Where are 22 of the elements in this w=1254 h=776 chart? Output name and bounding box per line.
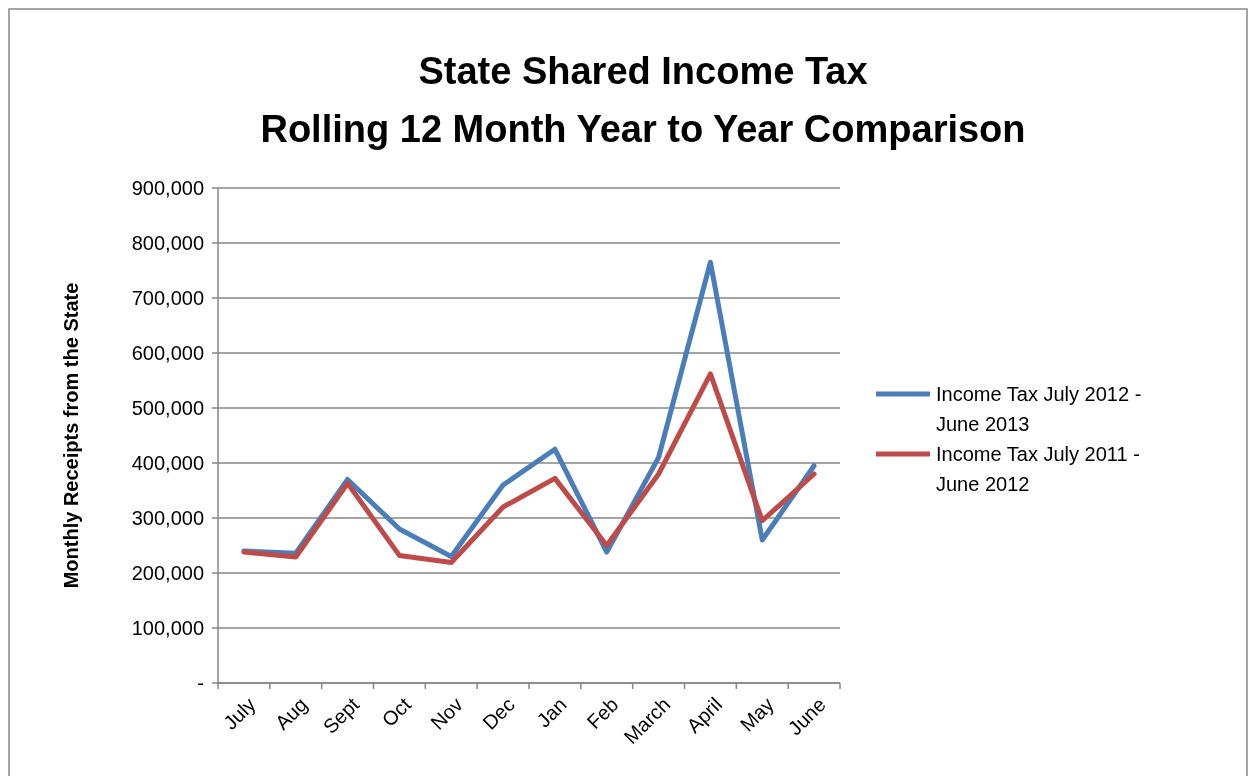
chart-title: State Shared Income Tax Rolling 12 Month Year to Year Comparison — [260, 50, 1026, 150]
y-tick-label: 500,000 — [131, 397, 204, 419]
y-tick-label: 700,000 — [131, 287, 204, 309]
x-tick-label: Jan — [532, 693, 571, 732]
legend-label: Income Tax July 2012 - June 2013 — [936, 383, 1142, 435]
legend-label: Income Tax July 2011 - June 2012 — [936, 443, 1140, 495]
x-tick-label: Nov — [426, 693, 468, 734]
y-tick-label: 400,000 — [131, 452, 204, 474]
y-axis-title: Monthly Receipts from the State — [60, 282, 82, 589]
x-tick-label: Dec — [478, 693, 519, 734]
x-tick-label: Feb — [582, 693, 623, 734]
x-tick-label: Aug — [270, 693, 312, 734]
y-tick-label: 100,000 — [131, 617, 204, 639]
x-tick-label: Oct — [377, 692, 416, 731]
y-tick-label: 200,000 — [131, 562, 204, 584]
x-tick-label: May — [735, 693, 779, 736]
x-tick-label: July — [218, 693, 260, 734]
y-tick-label: 800,000 — [131, 232, 204, 254]
y-tick-label: 600,000 — [131, 342, 204, 364]
y-tick-label: 900,000 — [131, 177, 204, 199]
y-tick-label: 300,000 — [131, 507, 204, 529]
y-tick-label: - — [197, 672, 204, 694]
